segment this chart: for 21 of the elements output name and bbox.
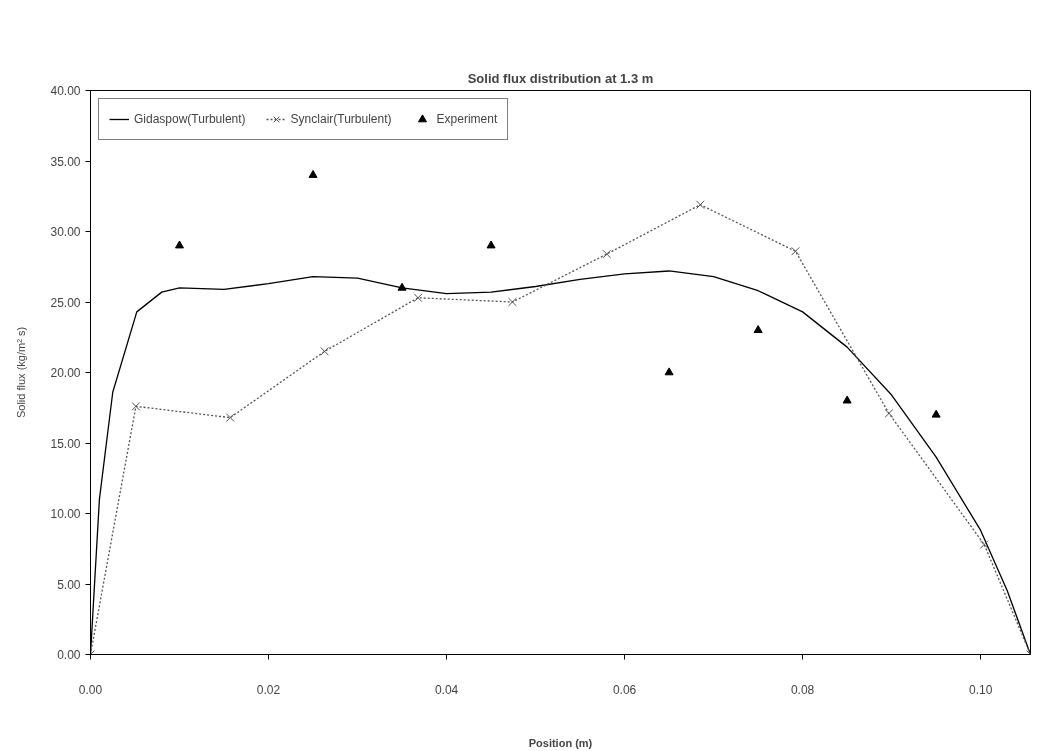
x-tick-label: 0.08 xyxy=(790,682,815,697)
x-tick-label: 0.04 xyxy=(434,682,459,697)
chart-title: Solid flux distribution at 1.3 m xyxy=(467,70,654,86)
y-tick-label: 30.00 xyxy=(50,225,81,239)
y-tick-label: 5.00 xyxy=(57,577,81,592)
y-tick-label: 0.00 xyxy=(57,648,81,662)
y-tick-label: 20.00 xyxy=(50,366,81,380)
x-tick-label: 0.02 xyxy=(256,682,281,697)
y-tick-label: 10.00 xyxy=(50,507,81,521)
legend-label: Synclair(Turbulent) xyxy=(290,112,392,126)
y-tick-label: 15.00 xyxy=(50,436,81,451)
y-axis-title: Solid flux (kg/m² s) xyxy=(15,326,28,419)
y-tick-label: 35.00 xyxy=(50,154,81,169)
legend-label: Experiment xyxy=(436,112,498,126)
y-tick-label: 25.00 xyxy=(50,295,81,310)
x-tick-label: 0.06 xyxy=(612,682,637,697)
y-tick-label: 40.00 xyxy=(50,84,81,98)
x-tick-label: 0.10 xyxy=(968,682,993,697)
legend-label: Gidaspow(Turbulent) xyxy=(134,112,246,126)
x-axis-title: Position (m) xyxy=(528,736,593,749)
x-tick-label: 0.00 xyxy=(78,682,103,697)
